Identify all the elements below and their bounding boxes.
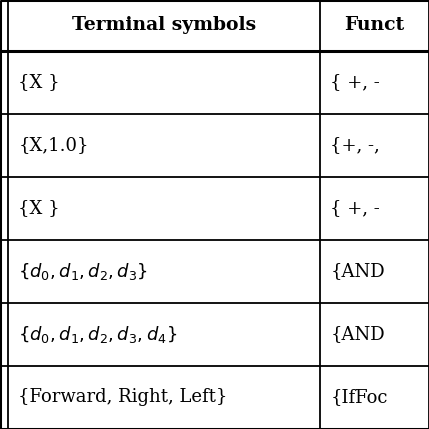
Text: Funct: Funct [344,16,405,34]
Text: {IfFoc: {IfFoc [330,389,388,406]
Text: {Forward, Right, Left}: {Forward, Right, Left} [18,389,228,406]
Text: {X }: {X } [18,199,60,217]
Text: $\{d_0, d_1, d_2, d_3, d_4\}$: $\{d_0, d_1, d_2, d_3, d_4\}$ [18,324,178,345]
Text: {+, -,: {+, -, [330,136,380,154]
Text: {AND: {AND [330,263,385,280]
Text: Terminal symbols: Terminal symbols [72,16,256,34]
Text: { +, -: { +, - [330,199,380,217]
Text: $\{d_0, d_1, d_2, d_3\}$: $\{d_0, d_1, d_2, d_3\}$ [18,261,148,282]
Text: {X,1.0}: {X,1.0} [18,136,89,154]
Text: {X }: {X } [18,73,60,91]
Text: { +, -: { +, - [330,73,380,91]
Text: {AND: {AND [330,326,385,343]
